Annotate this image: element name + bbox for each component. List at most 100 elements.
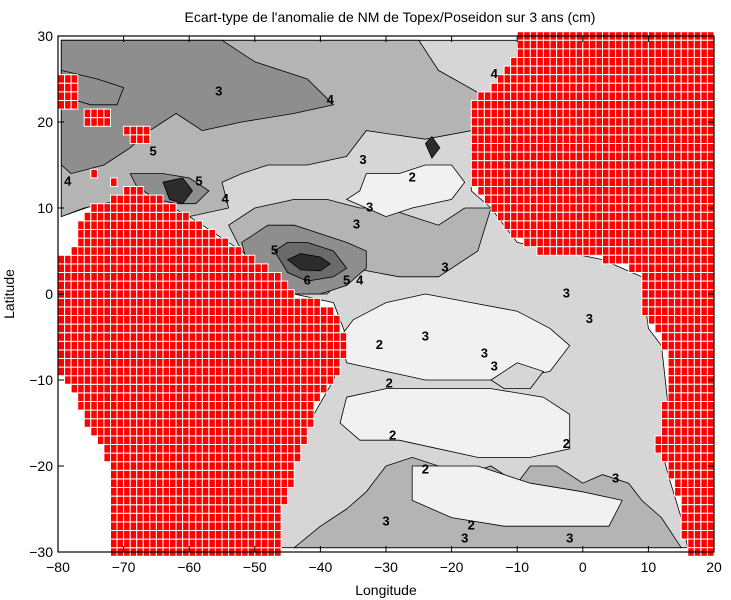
land-cell [155, 358, 164, 368]
land-cell [549, 186, 558, 196]
land-cell [667, 452, 676, 463]
land-cell [182, 306, 190, 316]
land-cell [247, 315, 256, 325]
land-cell [90, 203, 98, 213]
land-cell [687, 125, 695, 136]
land-cell [602, 220, 610, 230]
land-cell [641, 297, 649, 308]
land-cell [582, 39, 590, 50]
land-cell [195, 452, 203, 463]
land-cell [116, 323, 125, 334]
land-cell [83, 358, 92, 368]
contour-value-label: 3 [215, 83, 222, 98]
land-cell [634, 82, 643, 93]
land-cell [208, 383, 216, 394]
land-cell [208, 332, 216, 342]
land-cell [247, 435, 256, 445]
land-cell [516, 91, 525, 102]
land-cell [693, 487, 702, 497]
land-cell [706, 418, 715, 428]
land-cell [149, 401, 157, 411]
land-cell [267, 504, 275, 514]
land-cell [149, 349, 157, 359]
land-cell [287, 375, 295, 385]
land-cell [155, 495, 164, 506]
land-cell [700, 306, 709, 316]
land-cell [280, 366, 289, 377]
land-cell [182, 512, 190, 523]
land-cell [628, 125, 636, 136]
land-cell [116, 469, 125, 480]
land-cell [569, 108, 577, 119]
land-cell [77, 332, 85, 342]
land-cell [641, 186, 649, 196]
land-cell [667, 332, 676, 342]
land-cell [214, 315, 223, 325]
land-cell [234, 366, 243, 377]
land-cell [667, 435, 676, 445]
land-cell [64, 375, 72, 385]
land-cell [483, 186, 492, 196]
land-cell [254, 487, 262, 497]
land-cell [647, 272, 656, 282]
land-cell [96, 340, 105, 351]
land-cell [667, 323, 676, 334]
land-cell [228, 444, 236, 454]
land-cell [188, 530, 197, 540]
land-cell [516, 134, 525, 144]
land-cell [254, 289, 262, 299]
land-cell [529, 57, 538, 67]
land-cell [287, 289, 295, 299]
land-cell [214, 530, 223, 540]
land-cell [123, 504, 131, 514]
land-cell [661, 315, 669, 325]
land-cell [575, 100, 584, 110]
land-cell [326, 323, 335, 334]
land-cell [90, 246, 98, 256]
land-cell [136, 125, 144, 136]
land-cell [103, 383, 112, 394]
land-cell [267, 340, 275, 351]
land-cell [706, 487, 715, 497]
land-cell [615, 65, 623, 76]
land-cell [562, 168, 571, 179]
land-cell [483, 100, 492, 110]
land-cell [77, 375, 85, 385]
land-cell [549, 229, 558, 239]
land-cell [136, 297, 144, 308]
land-cell [687, 57, 695, 67]
land-cell [188, 229, 197, 239]
land-cell [96, 315, 105, 325]
land-cell [333, 340, 341, 351]
land-cell [83, 254, 92, 265]
land-cell [575, 117, 584, 127]
land-cell [83, 340, 92, 351]
land-cell [182, 435, 190, 445]
land-cell [116, 340, 125, 351]
land-cell [706, 48, 715, 59]
land-cell [687, 134, 695, 144]
land-cell [490, 177, 499, 187]
land-cell [247, 461, 256, 471]
land-cell [582, 91, 590, 102]
land-cell [326, 332, 335, 342]
y-tick-label: 30 [37, 28, 53, 44]
land-cell [654, 151, 663, 162]
land-cell [162, 366, 171, 377]
land-cell [123, 203, 131, 213]
land-cell [110, 478, 118, 488]
land-cell [182, 495, 190, 506]
land-cell [274, 289, 282, 299]
land-cell [608, 108, 617, 119]
land-cell [700, 323, 709, 334]
land-cell [208, 392, 216, 402]
land-cell [667, 426, 676, 437]
land-cell [274, 340, 282, 351]
land-cell [241, 349, 249, 359]
land-cell [214, 375, 223, 385]
land-cell [241, 487, 249, 497]
land-cell [96, 392, 105, 402]
land-cell [64, 289, 72, 299]
land-cell [680, 435, 689, 445]
land-cell [267, 358, 275, 368]
